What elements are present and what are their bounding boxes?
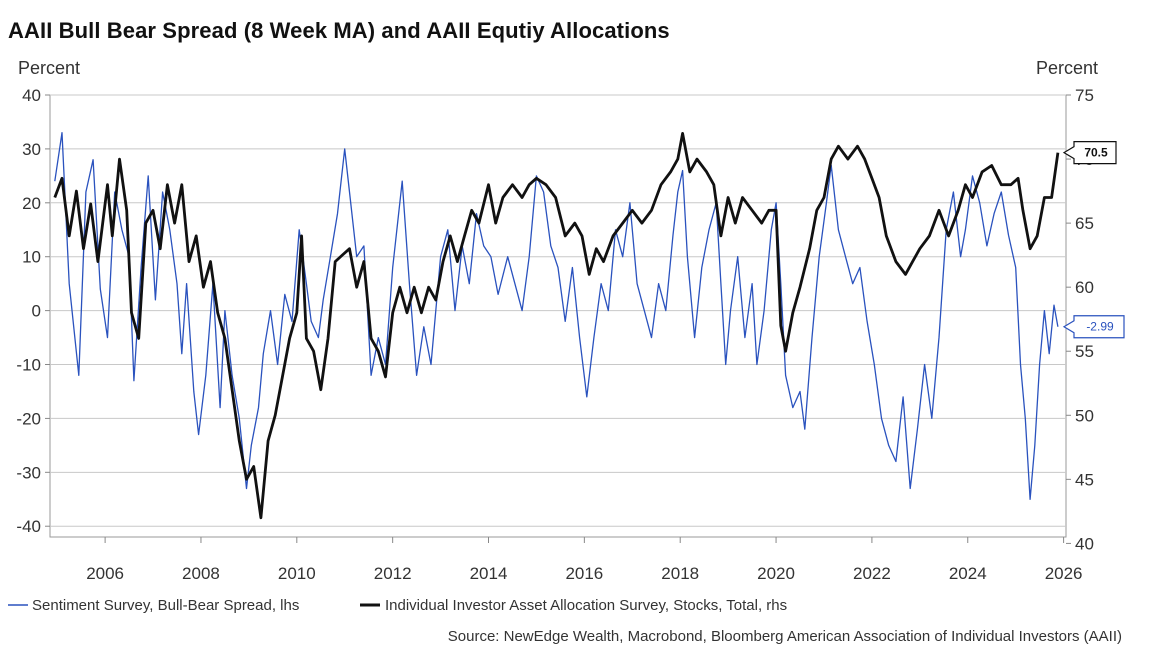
left-tick-label: 20 bbox=[22, 194, 41, 213]
right-axis-label: Percent bbox=[1036, 58, 1098, 78]
right-tick-label: 50 bbox=[1075, 406, 1094, 425]
x-tick-label: 2006 bbox=[86, 564, 124, 583]
right-tick-label: 55 bbox=[1075, 342, 1094, 361]
left-tick-label: -30 bbox=[16, 463, 41, 482]
left-tick-label: 10 bbox=[22, 248, 41, 267]
series-line-bull-bear-spread bbox=[54, 132, 1059, 500]
right-tick-label: 45 bbox=[1075, 470, 1094, 489]
left-tick-label: 30 bbox=[22, 140, 41, 159]
series-layer bbox=[53, 132, 1060, 520]
x-tick-label: 2018 bbox=[661, 564, 699, 583]
right-tick-label: 65 bbox=[1075, 214, 1094, 233]
right-tick-label: 40 bbox=[1075, 534, 1094, 553]
series-line-equity-allocation bbox=[53, 132, 1060, 520]
right-tick-label: 75 bbox=[1075, 86, 1094, 105]
left-tick-label: -10 bbox=[16, 356, 41, 375]
source-note: Source: NewEdge Wealth, Macrobond, Bloom… bbox=[448, 628, 1122, 645]
legend-label-allocation: Individual Investor Asset Allocation Sur… bbox=[385, 597, 787, 614]
x-tick-label: 2012 bbox=[374, 564, 412, 583]
x-tick-label: 2008 bbox=[182, 564, 220, 583]
last-value-callouts: -2.99 70.5 bbox=[1062, 141, 1125, 339]
right-tick-label: 60 bbox=[1075, 278, 1094, 297]
x-tick-label: 2010 bbox=[278, 564, 316, 583]
left-tick-label: 0 bbox=[32, 302, 41, 321]
left-axis-label: Percent bbox=[18, 58, 80, 78]
x-tick-label: 2026 bbox=[1045, 564, 1083, 583]
x-tick-label: 2016 bbox=[565, 564, 603, 583]
legend: Sentiment Survey, Bull-Bear Spread, lhs … bbox=[8, 597, 787, 614]
x-tick-label: 2024 bbox=[949, 564, 987, 583]
legend-label-spread: Sentiment Survey, Bull-Bear Spread, lhs bbox=[32, 597, 299, 614]
x-tick-label: 2020 bbox=[757, 564, 795, 583]
x-tick-label: 2014 bbox=[470, 564, 508, 583]
left-tick-label: -20 bbox=[16, 409, 41, 428]
left-tick-label: -40 bbox=[16, 517, 41, 536]
plot-area bbox=[49, 94, 1067, 538]
axes: 403020100-10-20-30-407570656055504540200… bbox=[16, 86, 1094, 583]
callout-label-allocation: 70.5 bbox=[1084, 146, 1108, 160]
callout-box-spread bbox=[1062, 315, 1125, 339]
chart-title: AAII Bull Bear Spread (8 Week MA) and AA… bbox=[8, 18, 670, 43]
callout-box-allocation bbox=[1062, 141, 1117, 165]
x-tick-label: 2022 bbox=[853, 564, 891, 583]
left-tick-label: 40 bbox=[22, 86, 41, 105]
callout-label-spread: -2.99 bbox=[1086, 320, 1114, 334]
